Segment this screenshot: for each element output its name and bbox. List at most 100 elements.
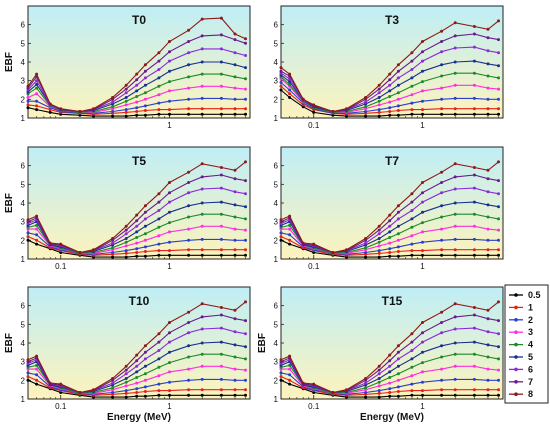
data-point (200, 364, 204, 368)
data-point (143, 104, 147, 108)
data-point (410, 332, 414, 336)
data-point (143, 210, 147, 214)
data-point (244, 345, 247, 349)
data-point (135, 364, 139, 368)
data-point (168, 240, 171, 244)
data-point (92, 107, 95, 111)
series-8 (26, 300, 247, 394)
data-point (143, 238, 147, 242)
data-point (396, 204, 400, 208)
data-point (497, 345, 500, 349)
data-point (219, 166, 223, 169)
y-tick-label: 4 (21, 58, 26, 67)
data-point (497, 300, 500, 304)
data-point (279, 358, 283, 362)
data-point (486, 62, 490, 66)
data-point (135, 100, 139, 104)
data-point (244, 179, 247, 183)
data-point (396, 350, 400, 354)
data-point (35, 223, 39, 227)
data-point (288, 223, 292, 227)
data-point (187, 344, 191, 348)
data-point (244, 77, 247, 81)
data-point (124, 380, 128, 384)
data-point (157, 200, 161, 204)
data-point (279, 88, 283, 92)
data-point (453, 224, 457, 228)
data-point (111, 105, 115, 109)
data-point (35, 72, 39, 76)
legend-label: 4 (528, 340, 533, 350)
data-point (331, 251, 335, 254)
data-point (497, 393, 500, 397)
y-axis-label: EBF (257, 333, 268, 353)
x-tick-label: 0.1 (308, 262, 320, 271)
data-point (377, 87, 381, 91)
data-point (453, 253, 457, 257)
data-point (111, 246, 115, 250)
data-point (157, 217, 161, 221)
data-point (200, 187, 204, 191)
data-point (187, 321, 191, 324)
data-point (200, 72, 204, 76)
data-point (388, 224, 392, 228)
data-point (35, 354, 39, 358)
data-point (486, 227, 490, 231)
data-point (157, 51, 161, 55)
data-point (497, 192, 500, 196)
data-point (233, 317, 237, 321)
data-point (388, 394, 392, 398)
data-point (168, 210, 171, 214)
data-point (440, 378, 444, 382)
data-point (440, 215, 444, 219)
data-point (157, 365, 161, 369)
legend-entry: 6 (509, 364, 533, 374)
data-point (187, 28, 191, 32)
y-tick-label: 5 (274, 180, 279, 189)
data-point (288, 382, 292, 386)
data-point (219, 393, 223, 397)
data-point (111, 110, 115, 113)
data-point (187, 248, 191, 252)
data-point (124, 384, 128, 388)
legend-marker (514, 392, 518, 397)
data-point (157, 192, 161, 196)
y-tick-label: 2 (21, 376, 26, 385)
data-point (388, 370, 392, 374)
data-point (200, 107, 204, 111)
x-tick-label: 1 (167, 402, 172, 411)
data-point (244, 253, 247, 257)
data-point (440, 40, 444, 43)
data-point (244, 54, 247, 57)
data-point (396, 104, 400, 108)
data-point (388, 353, 392, 357)
data-point (111, 391, 115, 394)
data-point (200, 315, 204, 319)
data-point (124, 244, 128, 248)
panel-t7: 1 2 3 4 5 6 0.1 1 T7 (274, 146, 504, 271)
data-point (472, 96, 476, 100)
y-tick-label: 2 (21, 236, 26, 245)
data-point (440, 170, 444, 174)
data-point (472, 186, 476, 190)
data-point (421, 80, 424, 84)
data-point (472, 248, 476, 252)
data-point (168, 249, 171, 253)
data-point (440, 344, 444, 348)
data-point (497, 38, 500, 42)
data-point (187, 367, 191, 371)
data-point (440, 253, 444, 257)
data-point (219, 248, 223, 252)
data-point (410, 225, 414, 229)
data-point (388, 230, 392, 234)
data-point (486, 177, 490, 181)
data-point (143, 344, 147, 348)
data-point (124, 364, 128, 368)
data-point (497, 378, 500, 382)
panel-title: T10 (129, 294, 150, 308)
data-point (421, 253, 424, 257)
data-point (135, 113, 139, 117)
data-point (388, 241, 392, 245)
y-tick-label: 2 (274, 376, 279, 385)
data-point (421, 380, 424, 384)
